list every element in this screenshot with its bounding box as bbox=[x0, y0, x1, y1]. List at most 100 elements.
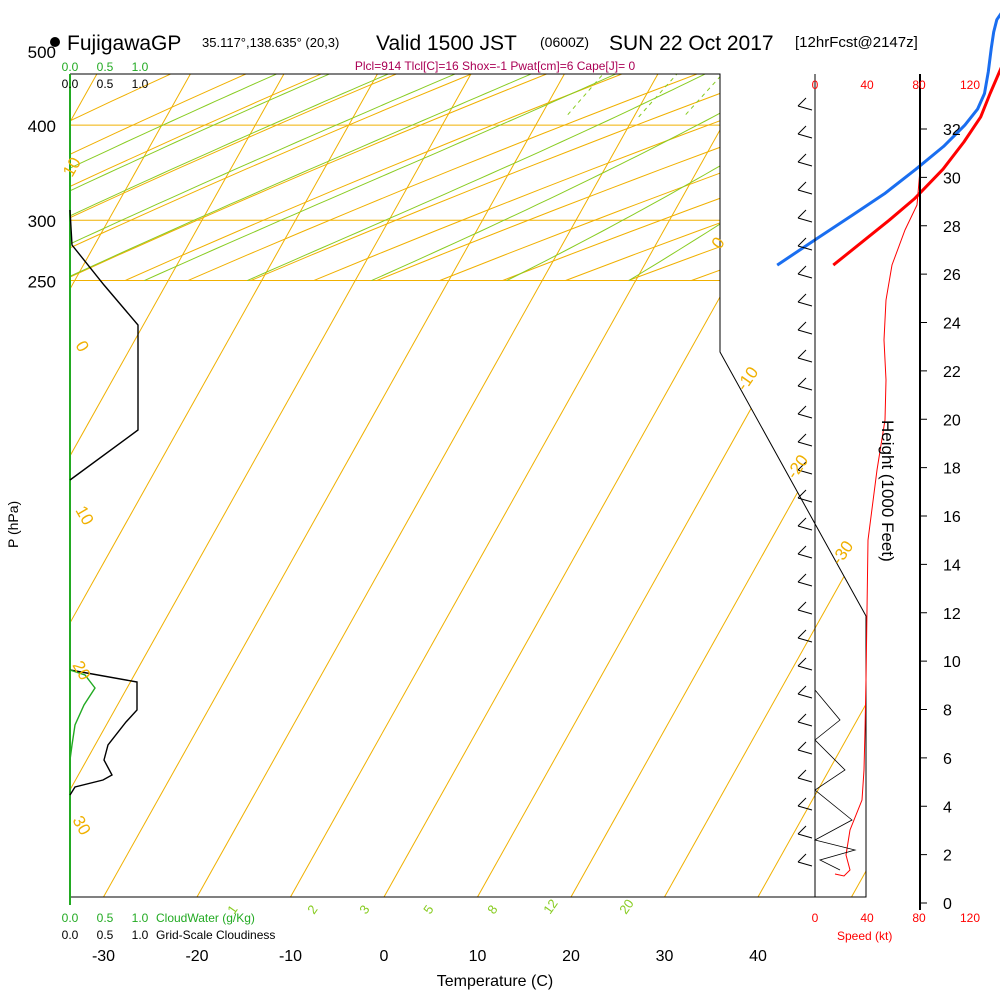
mixing-ratio-label-3: 3 bbox=[356, 902, 372, 917]
speed-tick-top-0: 0 bbox=[812, 78, 819, 92]
moist-adiabat-5 bbox=[70, 74, 866, 282]
height-tick-6: 6 bbox=[943, 751, 952, 768]
isotherm--70 bbox=[70, 74, 191, 897]
height-tick-2: 2 bbox=[943, 848, 952, 865]
pressure-label-500: 500 bbox=[28, 43, 56, 62]
wind-barb-staff bbox=[797, 581, 813, 587]
cloudiness-tick-bottom-1: 0.5 bbox=[97, 928, 114, 942]
wind-barb-flag bbox=[797, 349, 807, 359]
mixing-ratio-3 bbox=[683, 74, 866, 118]
wind-barb-staff bbox=[797, 273, 813, 279]
dry-adiabat-260 bbox=[70, 74, 866, 282]
isotherm-50 bbox=[851, 74, 866, 897]
cloudwater-tick-top-1: 0.5 bbox=[97, 60, 114, 74]
height-tick-32: 32 bbox=[943, 122, 961, 139]
height-tick-16: 16 bbox=[943, 509, 961, 526]
height-tick-24: 24 bbox=[943, 316, 961, 333]
isotherm-30 bbox=[664, 74, 866, 897]
height-tick-10: 10 bbox=[943, 654, 961, 671]
height-tick-20: 20 bbox=[943, 412, 961, 429]
dry-adiabat-320 bbox=[187, 74, 866, 282]
temp-tick--30: -30 bbox=[92, 948, 115, 965]
mixing-ratio-label-2: 2 bbox=[304, 902, 320, 917]
wind-barb-flag bbox=[797, 209, 807, 219]
isotherm-label-5: 0 bbox=[72, 338, 93, 356]
height-tick-28: 28 bbox=[943, 219, 961, 236]
station-coords: 35.117°,138.635° (20,3) bbox=[202, 35, 339, 50]
wind-barb-staff bbox=[797, 217, 813, 223]
isotherm--40 bbox=[70, 74, 472, 897]
pressure-label-300: 300 bbox=[28, 212, 56, 231]
dry-adiabat-300 bbox=[70, 74, 866, 282]
wind-barb-staff bbox=[797, 329, 813, 335]
pressure-axis: 2503004005007008501000 bbox=[28, 43, 56, 291]
trace-dewpoint bbox=[776, 12, 1000, 267]
wind-barb-staff bbox=[797, 441, 813, 447]
height-tick-4: 4 bbox=[943, 799, 952, 816]
wind-barb-flag bbox=[797, 237, 807, 247]
height-tick-26: 26 bbox=[943, 267, 961, 284]
dry-adiabat-270 bbox=[70, 74, 866, 282]
wind-speed-profile bbox=[834, 80, 921, 877]
plot-frame bbox=[69, 73, 867, 898]
wind-hodo-fan bbox=[813, 689, 857, 871]
wind-barb-staff bbox=[797, 105, 813, 111]
wind-barb-flag bbox=[797, 769, 807, 779]
isotherm-label-6: 10 bbox=[72, 503, 98, 529]
wind-barb-flag bbox=[797, 97, 807, 107]
wind-barb-flag bbox=[797, 377, 807, 387]
isotherm-label-3: -20 bbox=[783, 451, 813, 482]
wind-barb-staff bbox=[797, 749, 813, 755]
cloudwater-tick-bottom-1: 0.5 bbox=[97, 911, 114, 925]
mixing-ratio-12 bbox=[851, 74, 866, 118]
stability-indices: Plcl=914 Tlcl[C]=16 Shox=-1 Pwat[cm]=6 C… bbox=[355, 59, 636, 73]
height-tick-12: 12 bbox=[943, 606, 961, 623]
wind-barb-staff bbox=[797, 553, 813, 559]
cloud-axes: 0.0 0.0 0.5 0.5 1.0 1.0 0.0 0.0 0.5 0.5 1.0 1.0 bbox=[62, 60, 149, 942]
isotherm--30 bbox=[103, 74, 565, 897]
wind-barb-flag bbox=[797, 517, 807, 527]
wind-barb-staff bbox=[797, 609, 813, 615]
height-tick-18: 18 bbox=[943, 461, 961, 478]
wind-barb-flag bbox=[797, 629, 807, 639]
speed-tick-bottom-120: 120 bbox=[960, 911, 980, 925]
height-axis-label: Height (1000 Feet) bbox=[878, 420, 897, 562]
utc-time: (0600Z) bbox=[540, 34, 589, 50]
cloudwater-tick-bottom-0: 0.0 bbox=[62, 911, 79, 925]
cloudiness-tick-top-1: 0.5 bbox=[97, 77, 114, 91]
cloudwater-tick-bottom-2: 1.0 bbox=[132, 911, 149, 925]
background-grid bbox=[70, 74, 1000, 897]
mixing-ratio-label-8: 8 bbox=[484, 902, 500, 917]
speed-tick-top-120: 120 bbox=[960, 78, 980, 92]
wind-barb-staff bbox=[797, 133, 813, 139]
temp-tick--10: -10 bbox=[279, 948, 302, 965]
temp-tick-30: 30 bbox=[656, 948, 674, 965]
wind-barb-staff bbox=[797, 721, 813, 727]
wind-barb-staff bbox=[797, 413, 813, 419]
wind-barb-staff bbox=[797, 385, 813, 391]
wind-barb-flag bbox=[797, 489, 807, 499]
temp-tick-20: 20 bbox=[562, 948, 580, 965]
wind-barb-flag bbox=[797, 825, 807, 835]
isotherm-60 bbox=[945, 74, 1000, 897]
height-tick-22: 22 bbox=[943, 364, 961, 381]
wind-barb-staff bbox=[797, 693, 813, 699]
moist-adiabat-10 bbox=[70, 74, 866, 282]
wind-barb-staff bbox=[797, 189, 813, 195]
station-bullet-icon bbox=[50, 37, 60, 47]
cloudiness-profile-lower bbox=[69, 669, 138, 796]
speed-tick-top-40: 40 bbox=[860, 78, 874, 92]
pressure-axis-label: P (hPa) bbox=[5, 501, 21, 548]
wind-barb-flag bbox=[797, 265, 807, 275]
wind-barb-flag bbox=[797, 713, 807, 723]
height-tick-0: 0 bbox=[943, 896, 952, 913]
mixing-ratio-label-5: 5 bbox=[420, 902, 436, 917]
valid-date: SUN 22 Oct 2017 bbox=[609, 32, 774, 55]
wind-barb-staff bbox=[797, 665, 813, 671]
cloudwater-tick-top-2: 1.0 bbox=[132, 60, 149, 74]
station-name: FujigawaGP bbox=[67, 32, 181, 55]
wind-barb-staff bbox=[797, 301, 813, 307]
wind-barb-flag bbox=[797, 797, 807, 807]
cloudiness-profile bbox=[69, 209, 139, 481]
